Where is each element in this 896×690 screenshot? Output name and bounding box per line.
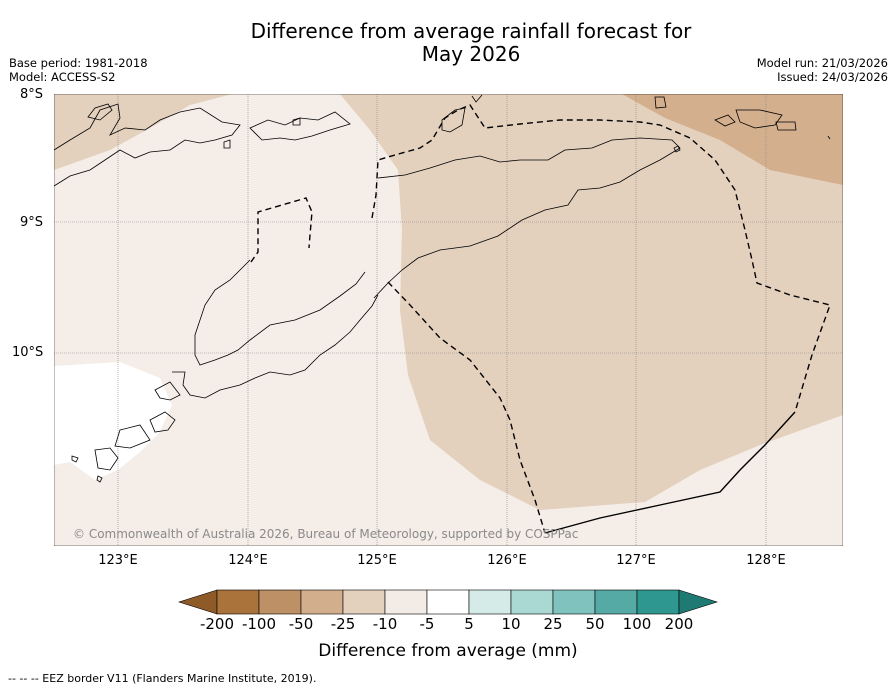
colorbar-tick: 10: [501, 615, 521, 633]
colorbar-swatch: [258, 589, 302, 615]
lon-label-123e: 123°E: [98, 553, 138, 568]
model-name: Model: ACCESS-S2: [9, 70, 116, 84]
colorbar-swatch: [300, 589, 344, 615]
land-mask: [54, 362, 172, 480]
colorbar-tick: -200: [199, 615, 235, 633]
colorbar-tick: 100: [622, 615, 652, 633]
model-run: Model run: 21/03/2026: [756, 56, 888, 70]
graticule: [54, 94, 843, 546]
rainfall-zone-east: [340, 94, 843, 510]
colorbar-tick: 50: [585, 615, 605, 633]
colorbar-swatch: [552, 589, 596, 615]
meta-left: Base period: 1981-2018 Model: ACCESS-S2: [9, 56, 148, 84]
lat-label-9s: 9°S: [20, 215, 44, 230]
coastlines: [54, 94, 831, 483]
colorbar-swatch: [426, 589, 470, 615]
eez-border: [250, 104, 831, 534]
colorbar-swatch: [342, 589, 386, 615]
colorbar-tick: -100: [241, 615, 277, 633]
colorbar-over-arrow: [678, 589, 718, 615]
colorbar-swatch: [216, 589, 260, 615]
issued-date: Issued: 24/03/2026: [777, 70, 888, 84]
colorbar-tick: -10: [372, 615, 398, 633]
colorbar-swatch: [636, 589, 680, 615]
colorbar: [178, 589, 718, 615]
colorbar-tick: 5: [464, 615, 474, 633]
map-area: [54, 94, 843, 546]
rainfall-zone-northeast: [622, 94, 843, 185]
colorbar-tick: -25: [330, 615, 356, 633]
lon-label-124e: 124°E: [228, 553, 268, 568]
meta-right: Model run: 21/03/2026 Issued: 24/03/2026: [757, 56, 888, 84]
eez-border-solid: [544, 411, 796, 534]
colorbar-swatch: [510, 589, 554, 615]
lon-label-125e: 125°E: [357, 553, 397, 568]
eez-footnote: -- -- -- EEZ border V11 (Flanders Marine…: [8, 672, 317, 685]
colorbar-swatch: [384, 589, 428, 615]
title-line-1: Difference from average rainfall forecas…: [250, 19, 692, 43]
map-title: Difference from average rainfall forecas…: [0, 20, 896, 66]
colorbar-tick: -5: [419, 615, 435, 633]
title-line-2: May 2026: [421, 42, 521, 66]
colorbar-tick: 200: [664, 615, 694, 633]
lon-label-128e: 128°E: [746, 553, 786, 568]
colorbar-under-arrow: [178, 589, 218, 615]
colorbar-swatch: [594, 589, 638, 615]
lon-label-127e: 127°E: [616, 553, 656, 568]
lat-label-8s: 8°S: [20, 87, 44, 102]
lat-label-10s: 10°S: [12, 345, 44, 360]
copyright-notice: © Commonwealth of Australia 2026, Bureau…: [73, 527, 578, 541]
colorbar-tick: 25: [543, 615, 563, 633]
lon-label-126e: 126°E: [487, 553, 527, 568]
colorbar-tick: -50: [288, 615, 314, 633]
base-period: Base period: 1981-2018: [9, 56, 148, 70]
colorbar-title: Difference from average (mm): [318, 641, 578, 661]
colorbar-swatch: [468, 589, 512, 615]
